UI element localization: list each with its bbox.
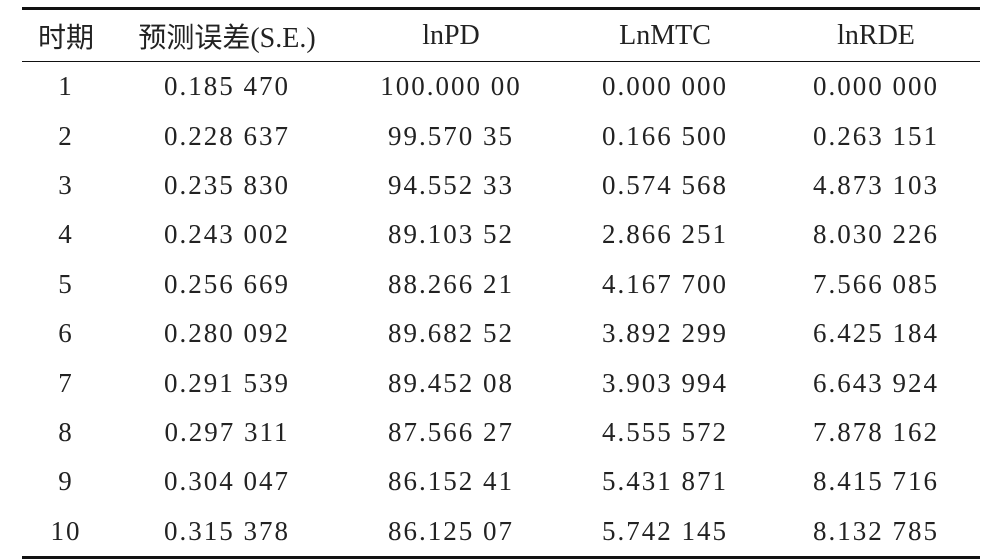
table-cell: 5.742 145 — [602, 515, 728, 546]
table-cell: 4.167 700 — [602, 268, 728, 299]
header-cell: 预测误差(S.E.) — [138, 22, 316, 54]
table-cell: 1 — [58, 71, 74, 102]
table-cell: 9 — [58, 466, 74, 497]
table-cell: 0.000 000 — [602, 71, 728, 102]
table-cell: 0.228 637 — [164, 120, 290, 151]
table-row: 5 0.256 669 88.266 21 4.167 700 7.566 085 — [22, 260, 980, 309]
table-cell: 6.425 184 — [813, 318, 939, 349]
table-cell: 94.552 33 — [388, 169, 514, 200]
header-cell: lnRDE — [837, 19, 915, 51]
table-cell: 5 — [58, 268, 74, 299]
table-cell: 0.263 151 — [813, 120, 939, 151]
table-cell: 10 — [50, 515, 82, 546]
table-cell: 86.152 41 — [388, 466, 514, 497]
table-cell: 6.643 924 — [813, 367, 939, 398]
table-cell: 4.873 103 — [813, 169, 939, 200]
table-cell: 87.566 27 — [388, 416, 514, 447]
table-cell: 8 — [58, 416, 74, 447]
table-cell: 3.903 994 — [602, 367, 728, 398]
table-row: 3 0.235 830 94.552 33 0.574 568 4.873 103 — [22, 161, 980, 210]
table-cell: 0.304 047 — [164, 466, 290, 497]
table-cell: 2 — [58, 120, 74, 151]
table-cell: 4.555 572 — [602, 416, 728, 447]
table-cell: 5.431 871 — [602, 466, 728, 497]
table-cell: 0.315 378 — [164, 515, 290, 546]
table-cell: 3.892 299 — [602, 318, 728, 349]
header-cell: LnMTC — [619, 19, 711, 51]
table-cell: 7 — [58, 367, 74, 398]
table-cell: 2.866 251 — [602, 219, 728, 250]
table-row: 6 0.280 092 89.682 52 3.892 299 6.425 184 — [22, 309, 980, 358]
table-cell: 0.243 002 — [164, 219, 290, 250]
table-cell: 86.125 07 — [388, 515, 514, 546]
header-row: 时期 预测误差(S.E.) lnPD LnMTC lnRDE — [22, 8, 980, 62]
table-cell: 7.566 085 — [813, 268, 939, 299]
table-cell: 4 — [58, 219, 74, 250]
table-cell: 99.570 35 — [388, 120, 514, 151]
table-cell: 7.878 162 — [813, 416, 939, 447]
table-row: 1 0.185 470 100.000 00 0.000 000 0.000 000 — [22, 62, 980, 112]
table-row: 2 0.228 637 99.570 35 0.166 500 0.263 151 — [22, 111, 980, 160]
table-cell: 0.235 830 — [164, 169, 290, 200]
data-table: 时期 预测误差(S.E.) lnPD LnMTC lnRDE 1 0.185 470 100… — [22, 7, 980, 559]
table-cell: 0.574 568 — [602, 169, 728, 200]
table-row: 4 0.243 002 89.103 52 2.866 251 8.030 226 — [22, 210, 980, 259]
table-cell: 0.256 669 — [164, 268, 290, 299]
table-cell: 0.185 470 — [164, 71, 290, 102]
header-cell: lnPD — [422, 19, 480, 51]
table-row: 8 0.297 311 87.566 27 4.555 572 7.878 162 — [22, 408, 980, 457]
table-cell: 8.132 785 — [813, 515, 939, 546]
table-row: 9 0.304 047 86.152 41 5.431 871 8.415 716 — [22, 457, 980, 506]
table-cell: 0.000 000 — [813, 71, 939, 102]
table-cell: 89.452 08 — [388, 367, 514, 398]
table-cell: 0.291 539 — [164, 367, 290, 398]
table-cell: 6 — [58, 318, 74, 349]
table-row: 10 0.315 378 86.125 07 5.742 145 8.132 785 — [22, 507, 980, 558]
table-cell: 3 — [58, 169, 74, 200]
table-cell: 0.297 311 — [164, 416, 290, 447]
table-header: 时期 预测误差(S.E.) lnPD LnMTC lnRDE — [22, 8, 980, 62]
table-row: 7 0.291 539 89.452 08 3.903 994 6.643 924 — [22, 358, 980, 407]
table-cell: 88.266 21 — [388, 268, 514, 299]
table-cell: 8.030 226 — [813, 219, 939, 250]
table-cell: 89.682 52 — [388, 318, 514, 349]
table-cell: 100.000 00 — [380, 71, 522, 102]
table-cell: 8.415 716 — [813, 466, 939, 497]
table-cell: 0.166 500 — [602, 120, 728, 151]
table-body: 1 0.185 470 100.000 00 0.000 000 0.000 000 2 0… — [22, 62, 980, 558]
header-cell: 时期 — [37, 22, 94, 54]
table-cell: 0.280 092 — [164, 318, 290, 349]
table-cell: 89.103 52 — [388, 219, 514, 250]
